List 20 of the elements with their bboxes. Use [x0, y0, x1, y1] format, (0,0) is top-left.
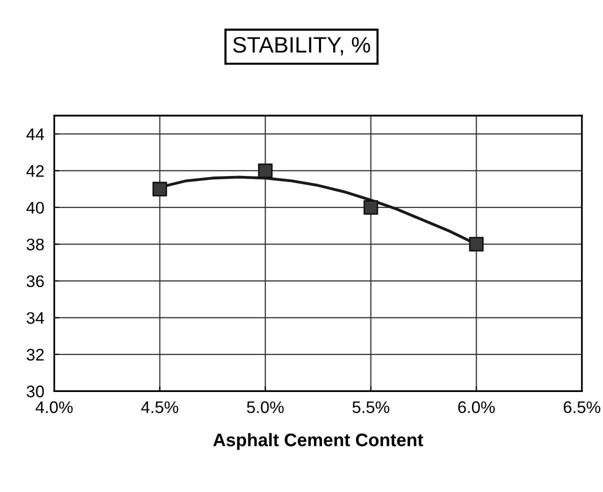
- y-tick-label: 36: [26, 275, 44, 288]
- y-tick-label: 44: [26, 128, 44, 140]
- y-tick-label: 30: [26, 386, 44, 398]
- point: [258, 163, 273, 178]
- x-tick-label: 6.5%: [564, 401, 600, 414]
- y-tick-label: 34: [26, 312, 44, 324]
- x-axis-title: Asphalt Cement Content: [213, 433, 424, 450]
- x-tick-label: 5.5%: [352, 401, 390, 414]
- y-tick-label: 38: [26, 238, 44, 250]
- x-tick-label: 4.5%: [141, 401, 178, 414]
- point: [152, 182, 168, 196]
- y-tick-label: 42: [26, 165, 44, 177]
- x-tick-label: 4.0%: [36, 401, 73, 414]
- y-tick-label: 40: [26, 202, 44, 214]
- y-tick-label: 32: [26, 348, 44, 361]
- chart-title: STABILITY, %: [233, 36, 370, 56]
- x-tick-label: 5.0%: [246, 401, 284, 414]
- x-tick-label: 6.0%: [458, 401, 495, 414]
- point: [364, 200, 378, 215]
- point: [469, 236, 484, 252]
